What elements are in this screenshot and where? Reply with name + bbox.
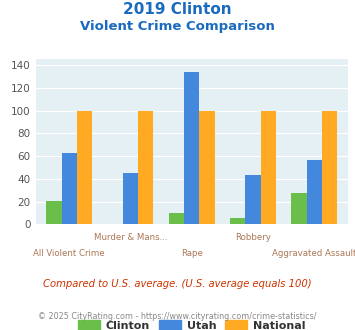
Text: Rape: Rape xyxy=(181,249,203,258)
Bar xyxy=(200,111,215,224)
Bar xyxy=(169,213,184,224)
Text: 2019 Clinton: 2019 Clinton xyxy=(123,2,232,16)
Text: Aggravated Assault: Aggravated Assault xyxy=(272,249,355,258)
Bar xyxy=(184,72,200,224)
Bar xyxy=(322,111,337,224)
Bar xyxy=(46,201,61,224)
Bar xyxy=(307,159,322,224)
Text: Murder & Mans...: Murder & Mans... xyxy=(94,233,167,242)
Text: All Violent Crime: All Violent Crime xyxy=(33,249,105,258)
Bar xyxy=(291,192,307,224)
Text: Violent Crime Comparison: Violent Crime Comparison xyxy=(80,20,275,33)
Text: Robbery: Robbery xyxy=(235,233,271,242)
Bar xyxy=(123,173,138,224)
Bar xyxy=(261,111,276,224)
Text: © 2025 CityRating.com - https://www.cityrating.com/crime-statistics/: © 2025 CityRating.com - https://www.city… xyxy=(38,312,317,321)
Bar xyxy=(138,111,153,224)
Legend: Clinton, Utah, National: Clinton, Utah, National xyxy=(73,316,310,330)
Bar xyxy=(230,217,245,224)
Bar xyxy=(61,153,77,224)
Bar xyxy=(245,176,261,224)
Bar xyxy=(77,111,92,224)
Text: Compared to U.S. average. (U.S. average equals 100): Compared to U.S. average. (U.S. average … xyxy=(43,279,312,289)
